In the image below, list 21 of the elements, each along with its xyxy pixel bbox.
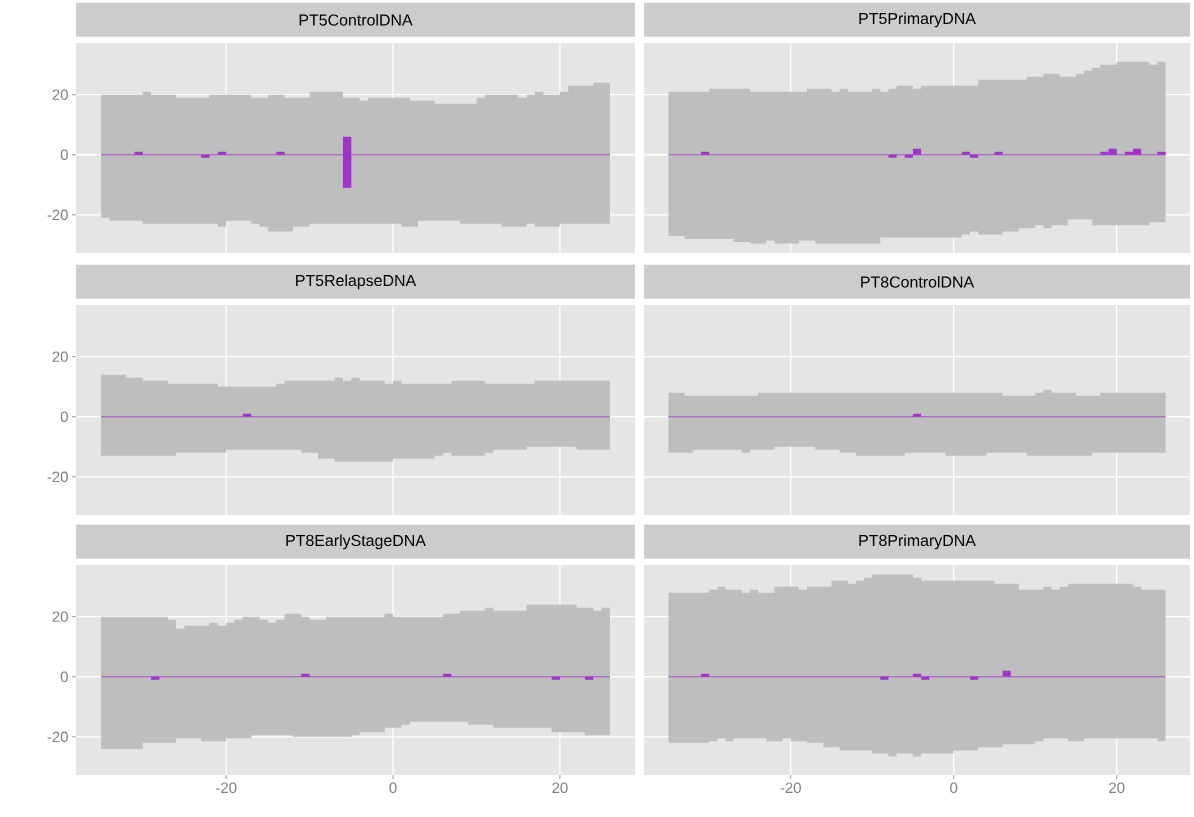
chart-title: PT5RelapseDNA [296, 274, 417, 290]
y-tick-label: 20 [52, 611, 68, 622]
x-tick-label: 20 [1109, 782, 1125, 794]
y-tick-label: 0 [60, 149, 68, 161]
y-tick-label: -20 [47, 471, 68, 483]
y-tick-label: 20 [52, 89, 68, 100]
x-tick-label: 0 [389, 782, 397, 794]
chart-title: PT8EarlyStageDNA [286, 534, 426, 550]
x-tick-label: -20 [216, 782, 237, 794]
x-tick-label: 20 [552, 782, 568, 794]
x-tick-label: 0 [950, 782, 958, 794]
y-tick-label: 0 [60, 411, 68, 423]
y-tick-label: -20 [47, 731, 68, 743]
y-tick-label: -20 [47, 209, 68, 221]
y-tick-label: 0 [60, 671, 68, 683]
chart-title: PT8PrimaryDNA [859, 534, 976, 550]
x-tick-label: -20 [780, 782, 801, 794]
y-tick-label: 20 [52, 351, 68, 362]
chart-title: PT5PrimaryDNA [859, 12, 976, 28]
chart-title: PT5ControlDNA [299, 13, 413, 26]
chart-title: PT8ControlDNA [861, 275, 975, 288]
